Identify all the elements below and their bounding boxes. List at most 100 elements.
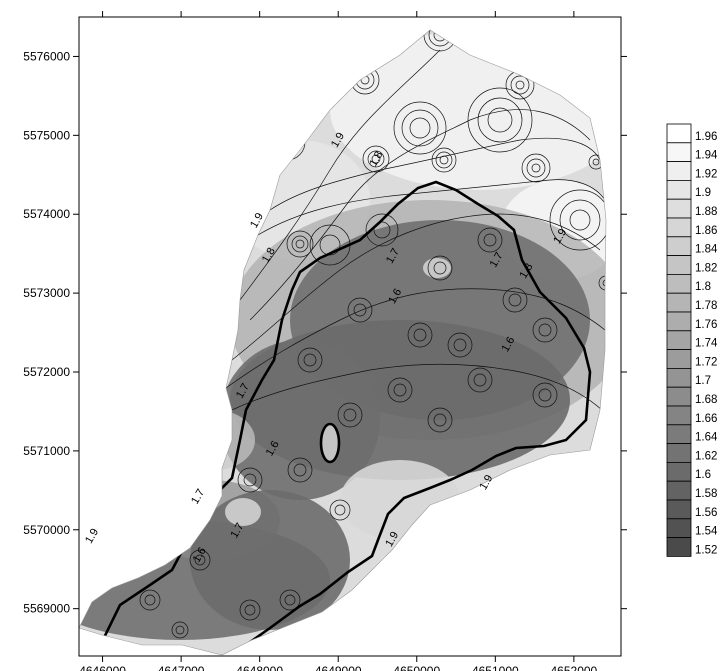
colorbar-legend: 1.96 1.94 1.92 1.9 1.88 1.86 1.84 1.82 1.8 1.78 1.… xyxy=(666,123,718,557)
contour-ring xyxy=(510,75,530,95)
contour-ring xyxy=(559,199,601,241)
y-tick-label: 5570000 xyxy=(23,523,70,537)
contour-ring xyxy=(279,589,301,611)
contour-ring xyxy=(373,221,391,239)
legend-label: 1.94 xyxy=(695,150,718,162)
contour-ring xyxy=(515,80,525,90)
legend-label: 1.86 xyxy=(695,225,717,237)
contour-ring xyxy=(435,151,453,169)
contour-ring xyxy=(467,367,493,393)
contour-ring xyxy=(239,599,261,621)
legend-swatch xyxy=(666,367,692,388)
contour-ring xyxy=(433,261,447,275)
legend-label: 1.6 xyxy=(695,469,711,481)
contour-ring xyxy=(139,589,161,611)
legend-swatch xyxy=(666,424,692,444)
value-region xyxy=(190,490,350,630)
contour-ring xyxy=(538,388,552,402)
legend-swatch xyxy=(666,330,692,350)
contour-ring xyxy=(334,504,346,516)
y-tick-label: 5572000 xyxy=(23,365,70,379)
contour-ring xyxy=(477,97,523,143)
contour-ring xyxy=(367,150,385,168)
contour-ring xyxy=(286,230,314,258)
contour-ring xyxy=(353,303,367,317)
x-axis: 4646000 4647000 4648000 4649000 4650000 46510… xyxy=(79,11,598,671)
contour-ring xyxy=(244,604,256,616)
value-region xyxy=(225,498,261,526)
plot-frame xyxy=(78,16,622,657)
contour-ring xyxy=(502,287,528,313)
legend-swatch xyxy=(666,273,692,294)
contour-ring xyxy=(287,457,313,483)
x-tick-label: 4648000 xyxy=(236,664,283,671)
contour-ring xyxy=(473,373,487,387)
legend-swatch xyxy=(666,142,692,163)
contour-ring xyxy=(431,147,457,173)
y-tick-label: 5574000 xyxy=(23,207,70,221)
contour-line xyxy=(231,213,601,361)
legend-label: 1.88 xyxy=(695,206,717,218)
contour-ring xyxy=(337,402,363,428)
contour-ring xyxy=(243,473,257,487)
contour-labels: 1.9 1.91.91.91.91.91.81.81.81.71.7 1.71.71… xyxy=(83,131,569,565)
x-tick-label: 4652000 xyxy=(551,664,598,671)
legend-swatch xyxy=(666,255,692,275)
contour-ring xyxy=(487,107,513,133)
contour-ring xyxy=(237,467,263,493)
legend-label: 1.76 xyxy=(695,319,717,331)
y-tick-label: 5576000 xyxy=(23,49,70,63)
legend-label: 1.8 xyxy=(695,281,711,293)
legend-label: 1.74 xyxy=(695,338,718,350)
contour-ring xyxy=(284,594,296,606)
contour-ring xyxy=(319,234,341,256)
contour-ring xyxy=(407,322,433,348)
legend-swatch xyxy=(666,311,692,332)
contour-ring xyxy=(521,153,551,183)
legend-label: 1.64 xyxy=(695,432,718,444)
contour-line xyxy=(225,288,606,389)
contour-ring xyxy=(362,145,390,173)
contour-ring xyxy=(295,239,305,249)
legend-swatch xyxy=(666,537,692,557)
value-blobs xyxy=(79,30,606,640)
legend-label: 1.7 xyxy=(695,375,711,387)
contour-ring xyxy=(508,293,522,307)
value-region xyxy=(220,340,380,500)
legend-label: 1.66 xyxy=(695,413,717,425)
contour-ring xyxy=(297,347,323,373)
legend-swatch xyxy=(666,161,692,181)
contour-ring xyxy=(532,317,558,343)
legend-swatch xyxy=(666,123,692,144)
contour-line xyxy=(269,137,601,211)
contour-ring xyxy=(371,154,381,164)
contour-ring xyxy=(467,87,533,153)
legend-swatch xyxy=(666,443,692,463)
x-tick-label: 4646000 xyxy=(79,664,126,671)
value-region xyxy=(423,258,451,278)
x-tick-label: 4651000 xyxy=(472,664,519,671)
contour-ring xyxy=(144,594,156,606)
legend-swatch xyxy=(666,405,692,426)
contour-ring xyxy=(329,499,351,521)
contour-ring xyxy=(171,621,189,639)
contour-ring xyxy=(483,233,497,247)
contour-ring xyxy=(409,117,431,139)
contour-line xyxy=(257,179,606,236)
legend-label: 1.68 xyxy=(695,394,717,406)
contour-ring xyxy=(427,255,453,281)
legend-label: 1.78 xyxy=(695,300,717,312)
legend-label: 1.84 xyxy=(695,244,718,256)
y-axis: 5569000 5570000 5571000 5572000 5573000 55740… xyxy=(23,49,627,616)
contour-ring xyxy=(303,353,317,367)
y-tick-label: 5573000 xyxy=(23,286,70,300)
contour-ring xyxy=(453,338,467,352)
contour-ring xyxy=(387,377,413,403)
y-tick-label: 5575000 xyxy=(23,128,70,142)
legend-swatch xyxy=(666,236,692,257)
contour-line xyxy=(231,363,603,411)
legend-label: 1.96 xyxy=(695,131,717,143)
thick-isoline xyxy=(96,180,592,654)
contour-ring xyxy=(194,554,206,566)
